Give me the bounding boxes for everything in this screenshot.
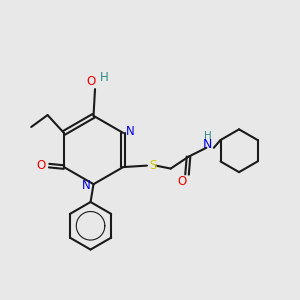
Text: H: H [204,131,212,142]
Text: S: S [149,159,157,172]
Text: N: N [82,179,91,192]
Text: O: O [86,75,95,88]
Text: N: N [203,138,212,151]
Text: H: H [100,71,108,84]
Text: O: O [36,159,45,172]
Text: N: N [126,125,135,138]
Text: O: O [177,176,187,188]
